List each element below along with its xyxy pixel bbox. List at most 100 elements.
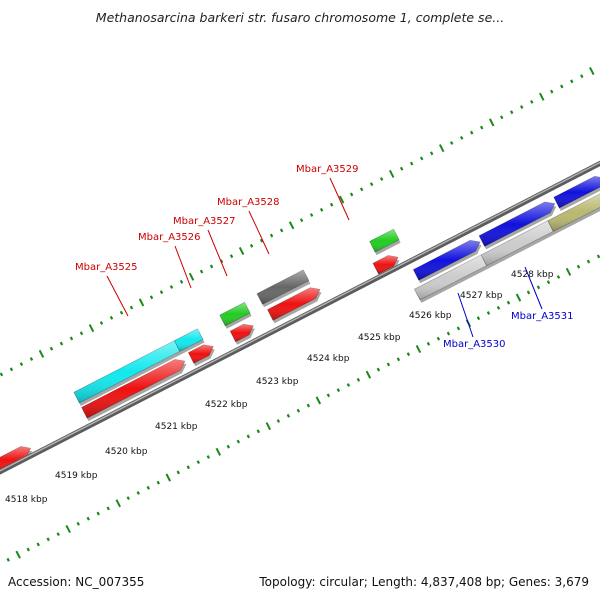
- minor-tick: [279, 228, 284, 233]
- minor-tick: [459, 135, 464, 140]
- minor-tick: [359, 187, 364, 192]
- minor-tick: [106, 506, 110, 511]
- minor-tick: [436, 336, 441, 341]
- minor-tick: [556, 275, 561, 279]
- major-tick: [138, 298, 145, 307]
- minor-tick: [329, 202, 334, 207]
- rna-block-shading: [369, 229, 400, 253]
- tick-label: 4521 kbp: [155, 422, 198, 432]
- major-tick: [65, 524, 71, 533]
- major-tick: [288, 221, 295, 230]
- major-tick: [515, 293, 522, 302]
- minor-tick: [296, 408, 301, 413]
- cyan-block-shading: [73, 340, 180, 403]
- callout-line: [329, 177, 350, 221]
- minor-tick: [586, 259, 591, 264]
- minor-tick: [429, 151, 434, 156]
- minor-tick: [550, 89, 554, 94]
- minor-tick: [119, 310, 124, 315]
- major-tick: [589, 67, 595, 76]
- minor-tick: [530, 99, 534, 104]
- minor-tick: [510, 110, 514, 115]
- cds-block-shading: [373, 255, 398, 274]
- accession-text: Accession: NC_007355: [8, 575, 145, 589]
- minor-tick: [246, 434, 251, 439]
- tick-label: 4528 kbp: [511, 270, 554, 280]
- callout-line: [524, 266, 543, 310]
- minor-tick: [79, 331, 84, 336]
- minor-tick: [399, 166, 404, 171]
- minor-tick: [96, 511, 100, 516]
- minor-tick: [6, 557, 10, 562]
- minor-tick: [49, 346, 54, 351]
- minor-tick: [496, 305, 501, 310]
- backbone-highlight: [0, 161, 600, 472]
- minor-tick: [276, 419, 281, 423]
- gene-label: Mbar_A3525: [75, 262, 138, 273]
- minor-tick: [199, 269, 204, 274]
- minor-tick: [256, 429, 261, 434]
- minor-tick: [179, 279, 184, 284]
- callout-line: [457, 292, 474, 338]
- light-gray-block-shading: [414, 254, 487, 300]
- minor-tick: [286, 413, 291, 418]
- minor-tick: [580, 74, 584, 79]
- minor-tick: [299, 218, 304, 223]
- major-tick: [315, 396, 322, 405]
- minor-tick: [369, 182, 374, 187]
- cds-block-shading: [230, 324, 254, 342]
- callout-line: [248, 210, 270, 255]
- minor-tick: [560, 84, 564, 89]
- tick-label: 4518 kbp: [5, 495, 48, 505]
- major-tick: [38, 349, 45, 358]
- minor-tick: [419, 156, 424, 161]
- minor-tick: [99, 321, 104, 325]
- backbone-line: [0, 160, 600, 475]
- minor-tick: [306, 403, 311, 408]
- lower-tick-track: [6, 254, 600, 562]
- minor-tick: [319, 207, 324, 212]
- minor-tick: [349, 192, 354, 197]
- minor-tick: [59, 341, 64, 346]
- gene-label-callouts: Mbar_A3525 Mbar_A3526 Mbar_A3527 Mbar_A3528…: [75, 164, 574, 350]
- major-tick: [265, 422, 272, 431]
- minor-tick: [386, 362, 391, 367]
- gene-label: Mbar_A3530: [443, 339, 506, 350]
- minor-tick: [406, 352, 411, 357]
- gray-block-shading: [257, 269, 309, 305]
- minor-tick: [500, 115, 504, 120]
- minor-tick: [76, 521, 80, 526]
- cyan-block-shading: [174, 328, 203, 352]
- gene-label: Mbar_A3527: [173, 216, 236, 227]
- major-tick: [115, 499, 121, 508]
- minor-tick: [269, 233, 274, 238]
- minor-tick: [36, 542, 40, 547]
- minor-tick: [206, 455, 211, 459]
- minor-tick: [409, 161, 414, 166]
- cds-block-shading: [81, 359, 185, 419]
- minor-tick: [576, 264, 581, 269]
- minor-tick: [446, 331, 451, 336]
- minor-tick: [259, 238, 264, 243]
- minor-tick: [176, 470, 180, 475]
- minor-tick: [196, 460, 201, 465]
- minor-tick: [570, 79, 574, 84]
- minor-tick: [476, 316, 481, 321]
- minor-tick: [229, 254, 234, 259]
- major-tick: [338, 195, 345, 204]
- minor-tick: [356, 377, 361, 382]
- minor-tick: [309, 213, 314, 217]
- tick-label: 4525 kbp: [358, 333, 401, 343]
- blue-block-shading: [553, 176, 600, 208]
- minor-tick: [156, 480, 160, 485]
- minor-tick: [129, 305, 134, 310]
- light-gray-block-shading: [481, 220, 554, 266]
- blue-block-shading: [479, 201, 555, 247]
- minor-tick: [109, 315, 114, 320]
- minor-tick: [449, 141, 454, 145]
- minor-tick: [169, 285, 174, 289]
- minor-tick: [186, 465, 190, 470]
- upper-tick-track: [0, 67, 595, 377]
- minor-tick: [149, 295, 154, 300]
- map-title: Methanosarcina barkeri str. fusaro chrom…: [95, 10, 505, 25]
